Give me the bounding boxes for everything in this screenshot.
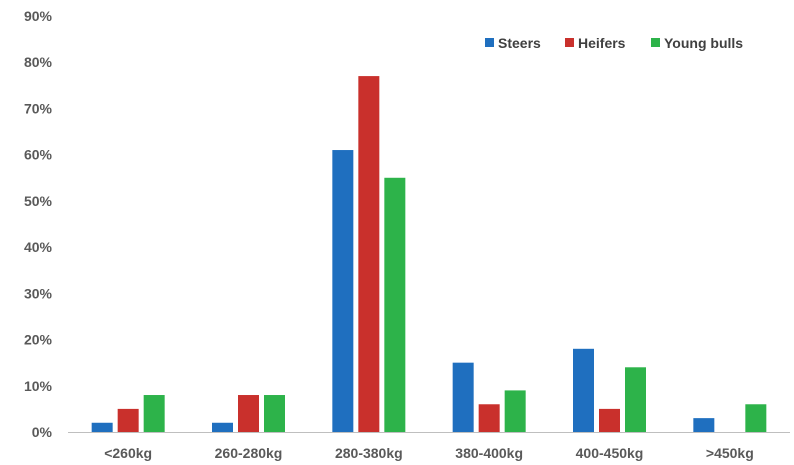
bar-young-bulls xyxy=(264,395,285,432)
bar-heifers xyxy=(117,408,139,432)
y-tick-label: 70% xyxy=(24,100,53,116)
y-tick-label: 50% xyxy=(24,193,53,209)
bar-steers xyxy=(452,362,474,432)
bar-steers xyxy=(212,422,233,432)
bars xyxy=(91,76,767,433)
bar-young-bulls xyxy=(143,395,165,432)
y-tick-label: 40% xyxy=(24,239,53,255)
bar-heifers xyxy=(358,76,380,432)
bar-heifers xyxy=(599,408,620,432)
bar-steers xyxy=(332,150,354,433)
bar-young-bulls xyxy=(504,390,526,432)
y-tick-label: 80% xyxy=(24,54,53,70)
x-tick-label: 380-400kg xyxy=(455,445,523,461)
legend-swatch xyxy=(651,38,660,47)
legend-label: Steers xyxy=(498,35,541,51)
bar-heifers xyxy=(478,404,500,432)
x-axis: <260kg 260-280kg 280-380kg 380-400kg 400-450… xyxy=(68,432,790,461)
y-tick-label: 0% xyxy=(32,424,53,440)
y-axis: 0% 10% 20% 30% 40% 50% 60% 70% 80% 90% xyxy=(24,8,53,440)
x-tick-label: 260-280kg xyxy=(215,445,283,461)
bar-steers xyxy=(91,422,113,432)
legend-swatch xyxy=(565,38,574,47)
bar-heifers xyxy=(238,395,259,432)
x-tick-label: >450kg xyxy=(706,445,754,461)
bar-young-bulls xyxy=(745,404,767,432)
x-tick-label: 280-380kg xyxy=(335,445,403,461)
bar-young-bulls xyxy=(625,367,646,432)
legend-label: Young bulls xyxy=(664,35,743,51)
y-tick-label: 20% xyxy=(24,332,53,348)
x-tick-label: 400-450kg xyxy=(576,445,644,461)
bar-young-bulls xyxy=(384,177,406,432)
y-tick-label: 60% xyxy=(24,147,53,163)
y-tick-label: 10% xyxy=(24,378,53,394)
y-tick-label: 30% xyxy=(24,285,53,301)
x-tick-label: <260kg xyxy=(104,445,152,461)
legend-swatch xyxy=(485,38,494,47)
legend: Steers Heifers Young bulls xyxy=(485,35,743,51)
legend-label: Heifers xyxy=(578,35,626,51)
y-tick-label: 90% xyxy=(24,8,53,24)
bar-steers xyxy=(693,418,715,432)
bar-steers xyxy=(573,348,594,432)
